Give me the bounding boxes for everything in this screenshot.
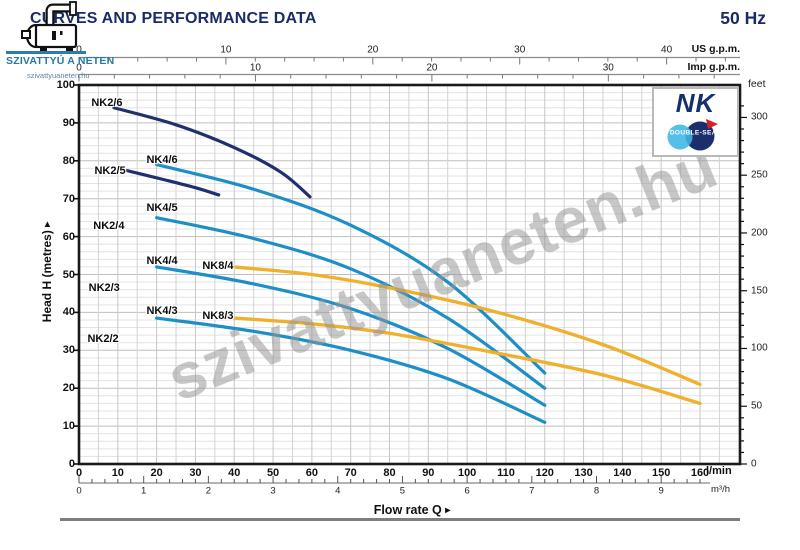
logo-underline — [6, 51, 86, 54]
bottom-divider — [60, 518, 740, 521]
brand-model: NK — [675, 88, 716, 118]
brand-box: NK DOUBLE-SEAL — [652, 87, 739, 157]
unit-lmin: l/min — [706, 465, 732, 477]
x-axis-title: Flow rate Q ▸ — [374, 503, 451, 517]
x-axis-title-text: Flow rate Q — [373, 503, 442, 517]
page-title: CURVES AND PERFORMANCE DATA — [30, 10, 317, 27]
pump-icon — [21, 1, 78, 53]
unit-feet: feet — [748, 78, 766, 90]
unit-us-gpm: US g.p.m. — [691, 43, 740, 55]
logo-name: SZIVATTYÚ A NETEN — [6, 55, 115, 67]
right-arrow-icon: ▸ — [445, 505, 451, 516]
y-axis-title-text: Head H (metres) — [40, 230, 54, 323]
frequency-label: 50 Hz — [720, 8, 766, 28]
up-arrow-icon: ▸ — [42, 221, 53, 227]
logo-url: szivattyuaneten.hu — [27, 71, 90, 80]
unit-imp-gpm: Imp g.p.m. — [687, 61, 741, 73]
brand-seal-label: DOUBLE-SEAL — [669, 129, 722, 137]
double-seal-icon — [667, 119, 718, 151]
y-axis-title: Head H (metres) ▸ — [40, 222, 54, 322]
unit-m3h: m³/h — [711, 484, 730, 495]
